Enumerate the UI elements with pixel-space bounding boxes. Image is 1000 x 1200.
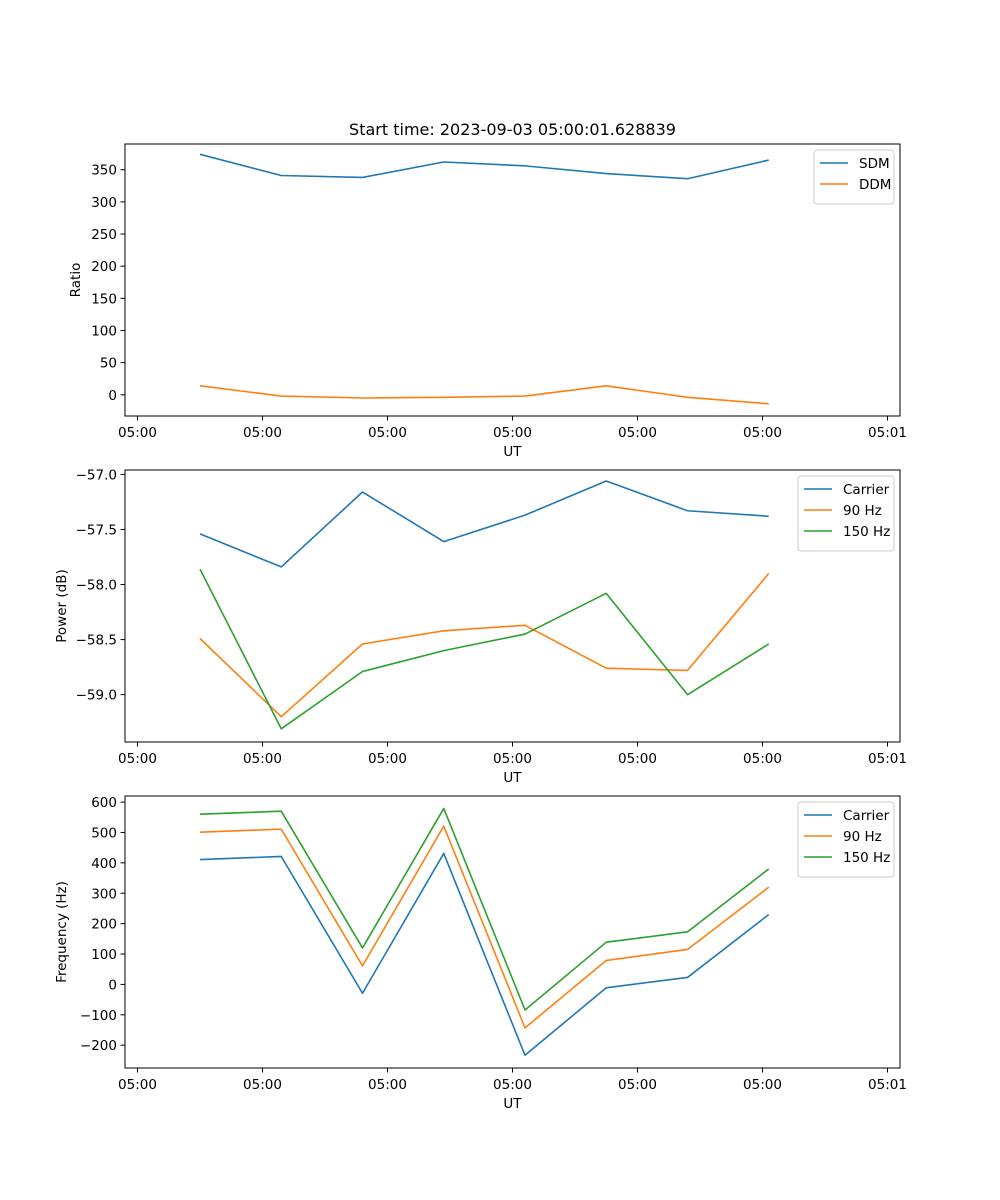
power-series-carrier-line [199,480,769,568]
frequency-y-tick-label: 100 [91,947,117,963]
frequency-y-tick-label: 300 [91,886,117,902]
frequency-y-tick-label: 400 [91,856,117,872]
frequency-legend: Carrier 90 Hz 150 Hz [797,801,895,878]
frequency-y-tick-label: 500 [91,825,117,841]
power-panel: 05:00 05:00 05:00 05:00 05:00 05:00 05:01 −59.0… [54,467,907,786]
ratio-y-axis-label: Ratio [68,263,84,298]
ratio-legend-label-ddm: DDM [859,177,891,193]
power-x-tick-label: 05:00 [368,751,407,767]
ratio-plot-area [125,144,900,416]
ratio-y-tick-label: 150 [91,291,117,307]
power-legend-label-carrier: Carrier [843,482,890,498]
ratio-series-ddm-line [199,384,769,405]
frequency-y-tick-label: 200 [91,917,117,933]
frequency-x-tick-label: 05:00 [743,1077,782,1093]
frequency-x-tick-label: 05:00 [618,1077,657,1093]
frequency-x-axis-label: UT [503,1096,522,1112]
ratio-series-sdm-line [199,153,769,180]
frequency-plot-area [125,796,900,1068]
power-x-tick-label: 05:00 [618,751,657,767]
power-legend: Carrier 90 Hz 150 Hz [797,475,895,552]
ratio-x-axis-label: UT [503,444,522,460]
power-x-tick-label: 05:00 [743,751,782,767]
power-legend-label-90-hz: 90 Hz [843,503,882,519]
frequency-x-tick-label: 05:01 [868,1077,907,1093]
power-y-tick-label: −57.0 [76,467,117,483]
power-y-tick-label: −58.5 [76,633,117,649]
power-x-axis-label: UT [503,770,522,786]
ratio-axes-frame [124,143,901,417]
power-x-tick-label: 05:00 [493,751,532,767]
power-legend-box [797,475,895,552]
ratio-y-tick-label: 250 [91,227,117,243]
ratio-x-tick-label: 05:01 [868,425,907,441]
ratio-panel: 05:00 05:00 05:00 05:00 05:00 05:00 05:01 0 50 10… [68,143,907,460]
power-series-90-hz-line [199,572,770,718]
frequency-y-tick-label: −200 [80,1038,117,1054]
ratio-x-tick-label: 05:00 [368,425,407,441]
ratio-y-tick-label: 100 [91,323,117,339]
frequency-x-tick-label: 05:00 [118,1077,157,1093]
power-axes-frame [124,469,901,743]
frequency-panel: 05:00 05:00 05:00 05:00 05:00 05:00 05:01 −200 −… [54,795,907,1112]
frequency-axes-frame [124,795,901,1069]
ratio-x-tick-label: 05:00 [118,425,157,441]
frequency-y-tick-label: 0 [108,977,117,993]
chart-title: Start time: 2023-09-03 05:00:01.628839 [349,120,676,139]
ratio-legend: SDM DDM [813,149,895,205]
ratio-x-tick-label: 05:00 [493,425,532,441]
power-x-tick-label: 05:00 [118,751,157,767]
ratio-y-tick-label: 200 [91,259,117,275]
power-y-tick-label: −58.0 [76,578,117,594]
power-series-150-hz-line [199,568,770,730]
frequency-legend-label-90-hz: 90 Hz [843,829,882,845]
frequency-x-tick-label: 05:00 [493,1077,532,1093]
frequency-x-tick-label: 05:00 [368,1077,407,1093]
ratio-legend-label-sdm: SDM [859,156,890,172]
ratio-y-tick-label: 0 [108,388,117,404]
power-y-axis-label: Power (dB) [54,569,70,642]
ratio-y-tick-label: 300 [91,195,117,211]
frequency-y-axis-label: Frequency (Hz) [54,881,70,983]
power-y-tick-label: −59.0 [76,688,117,704]
ratio-x-tick-label: 05:00 [243,425,282,441]
power-y-tick-label: −57.5 [76,522,117,538]
ratio-x-tick-label: 05:00 [618,425,657,441]
power-x-tick-label: 05:01 [868,751,907,767]
ratio-x-tick-label: 05:00 [743,425,782,441]
ratio-y-tick-label: 50 [100,356,117,372]
frequency-series-90-hz-line [199,825,770,1029]
frequency-legend-box [797,801,895,878]
frequency-legend-label-carrier: Carrier [843,808,890,824]
ratio-y-tick-label: 350 [91,163,117,179]
frequency-series-carrier-line [199,852,770,1057]
frequency-x-tick-label: 05:00 [243,1077,282,1093]
power-plot-area [125,470,900,742]
frequency-y-tick-label: 600 [91,795,117,811]
frequency-y-tick-label: −100 [80,1008,117,1024]
power-x-tick-label: 05:00 [243,751,282,767]
frequency-series-150-hz-line [199,807,770,1011]
power-legend-label-150-hz: 150 Hz [843,524,890,540]
frequency-legend-label-150-hz: 150 Hz [843,850,890,866]
